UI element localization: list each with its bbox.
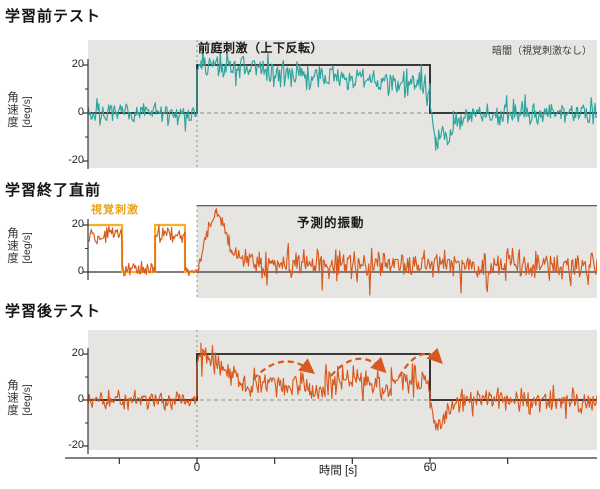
panel3-title: 学習後テスト: [5, 303, 102, 320]
panel1-yaxis-unit: [deg/s]: [21, 96, 33, 128]
panel1-yaxis-label: 角速度: [6, 91, 18, 129]
panel1-ytick-0: 0: [77, 106, 84, 118]
panel2-yaxis-unit: [deg/s]: [21, 232, 33, 264]
panel1-ytick-neg20: -20: [68, 154, 84, 166]
panel1-title: 学習前テスト: [5, 8, 102, 25]
panel2-yaxis-label: 角速度: [6, 227, 18, 265]
panel1-condition-label: 暗闇（視覚刺激なし）: [492, 46, 592, 57]
panel3-ytick-20: 20: [71, 347, 84, 359]
panel1-ytick-20: 20: [71, 58, 84, 70]
panel1-stimulus-label: 前庭刺激（上下反転）: [198, 41, 324, 55]
panel3-yaxis-unit: [deg/s]: [21, 384, 33, 416]
xaxis-label: 時間 [s]: [318, 465, 358, 477]
xaxis-tick-60: 60: [423, 462, 437, 474]
panel3-yaxis-label: 角速度: [6, 379, 18, 417]
xaxis-tick-0: 0: [193, 462, 201, 474]
panel2-visual-stimulus-label: 視覚刺激: [91, 204, 139, 216]
panel2-title: 学習終了直前: [5, 182, 102, 199]
panel2-ytick-0: 0: [77, 265, 84, 277]
panel2-predictive-oscillation-label: 予測的振動: [297, 216, 365, 230]
panel3-ytick-0: 0: [77, 393, 84, 405]
panel2-ytick-20: 20: [71, 218, 84, 230]
panel3-ytick-neg20: -20: [68, 439, 84, 451]
